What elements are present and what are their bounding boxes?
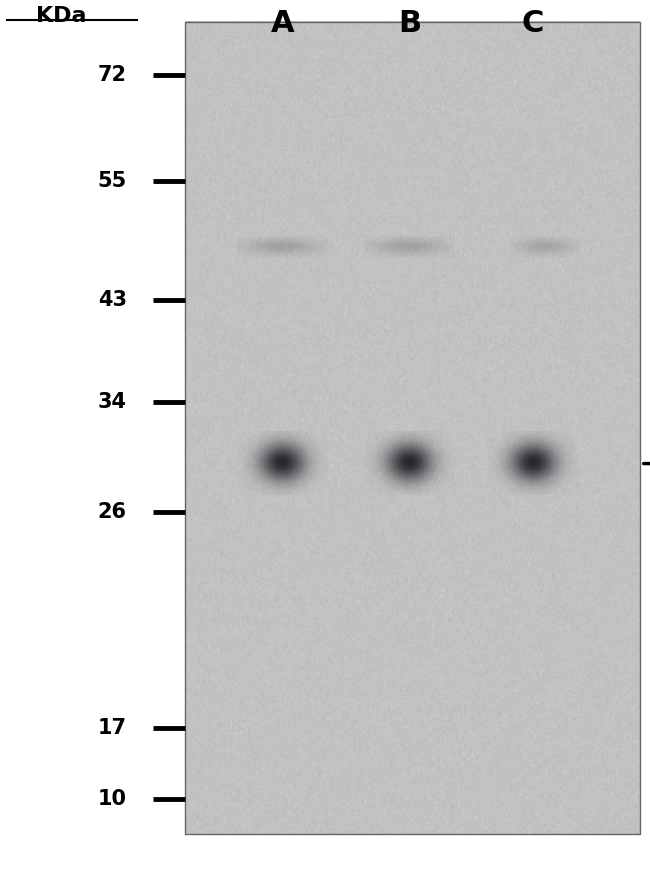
Text: A: A: [271, 9, 294, 38]
Text: B: B: [398, 9, 421, 38]
Text: 17: 17: [98, 719, 127, 738]
Text: KDa: KDa: [36, 6, 87, 26]
Text: 26: 26: [98, 502, 127, 522]
Text: 55: 55: [98, 171, 127, 191]
Bar: [185, 22, 640, 834]
Text: 10: 10: [98, 789, 127, 809]
Text: 34: 34: [98, 392, 127, 411]
Text: 72: 72: [98, 65, 127, 85]
Text: 43: 43: [98, 291, 127, 310]
Text: C: C: [522, 9, 544, 38]
